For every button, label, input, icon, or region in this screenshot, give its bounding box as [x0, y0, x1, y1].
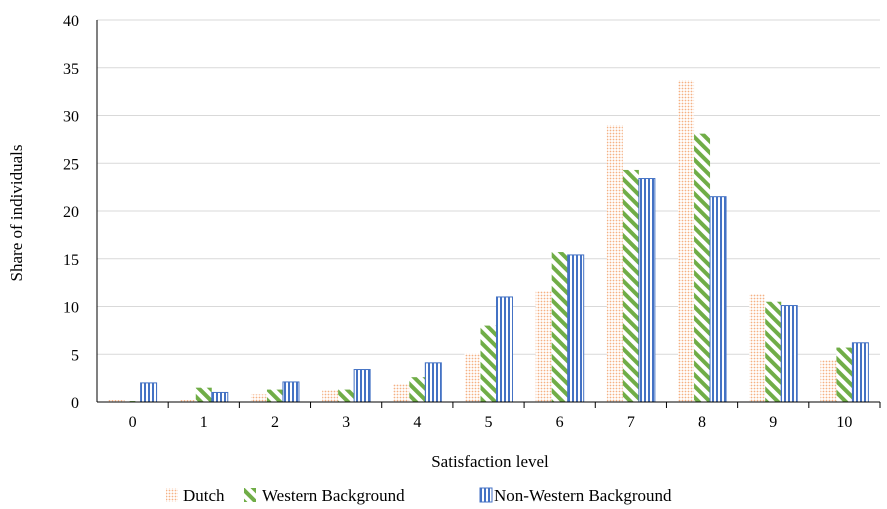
- bar-western-background: [622, 169, 639, 402]
- bar-dutch: [535, 291, 552, 402]
- x-tick-label: 9: [769, 414, 777, 431]
- y-tick-labels: 0 5 10 15 20 25 30 35 40: [63, 13, 79, 412]
- bar-non-western-background: [851, 342, 869, 403]
- bar-western-background: [338, 389, 355, 402]
- y-tick-label: 20: [63, 204, 79, 221]
- bar-non-western-background: [140, 382, 158, 403]
- y-tick-label: 0: [71, 395, 79, 412]
- bar-western-background: [480, 325, 497, 402]
- bar-dutch: [820, 359, 837, 402]
- legend-label: Western Background: [262, 486, 405, 505]
- x-tick-label: 5: [485, 414, 493, 431]
- y-tick-label: 25: [63, 156, 79, 173]
- y-tick-label: 10: [63, 300, 79, 317]
- bar-dutch: [606, 125, 623, 403]
- bar-non-western-background: [780, 305, 798, 403]
- bars: [108, 80, 869, 403]
- bar-dutch: [108, 400, 125, 402]
- legend-label: Dutch: [183, 486, 225, 505]
- y-tick-label: 15: [63, 252, 79, 269]
- bar-western-background: [266, 389, 283, 402]
- x-tick-label: 6: [556, 414, 564, 431]
- gridlines: [97, 19, 880, 355]
- x-axis-title: Satisfaction level: [431, 452, 549, 471]
- bar-non-western-background: [424, 362, 442, 403]
- legend-label: Non-Western Background: [494, 486, 672, 505]
- bar-dutch: [250, 394, 267, 402]
- bar-western-background: [195, 387, 212, 402]
- x-tick-label: 0: [129, 414, 137, 431]
- bar-western-background: [694, 133, 711, 402]
- legend-swatch: [479, 487, 493, 503]
- bar-non-western-background: [567, 254, 585, 403]
- bar-non-western-background: [709, 196, 727, 403]
- x-tick-label: 1: [200, 414, 208, 431]
- x-tick-label: 8: [698, 414, 706, 431]
- x-tick-labels: 0 1 2 3 4 5 6 7 8 9 10: [129, 414, 853, 431]
- bar-non-western-background: [496, 296, 513, 403]
- y-tick-label: 30: [63, 109, 79, 126]
- bar-non-western-background: [211, 391, 229, 403]
- y-axis-title: Share of individuals: [7, 145, 26, 282]
- y-tick-label: 5: [71, 347, 79, 364]
- bar-western-background: [409, 377, 426, 402]
- bar-dutch: [678, 80, 695, 402]
- bar-dutch: [749, 294, 766, 402]
- bar-dutch: [322, 390, 339, 402]
- x-tick-label: 3: [342, 414, 350, 431]
- x-tick-label: 2: [271, 414, 279, 431]
- y-tick-label: 35: [63, 61, 79, 78]
- y-tick-label: 40: [63, 13, 79, 30]
- bar-dutch: [179, 400, 196, 402]
- legend-swatch: [166, 488, 178, 502]
- x-tick-label: 4: [413, 414, 421, 431]
- bar-dutch: [393, 383, 410, 402]
- bar-western-background: [551, 252, 568, 402]
- bar-non-western-background: [353, 369, 371, 403]
- axes: [96, 20, 881, 408]
- bar-western-background: [765, 301, 782, 402]
- x-tick-label: 10: [836, 414, 852, 431]
- bar-western-background: [836, 347, 853, 402]
- bar-non-western-background: [638, 178, 656, 403]
- bar-dutch: [464, 353, 481, 402]
- bar-non-western-background: [282, 381, 300, 403]
- legend: Dutch Western Background Non-Western Backg…: [166, 486, 672, 505]
- legend-swatch: [244, 488, 256, 502]
- x-tick-label: 7: [627, 414, 635, 431]
